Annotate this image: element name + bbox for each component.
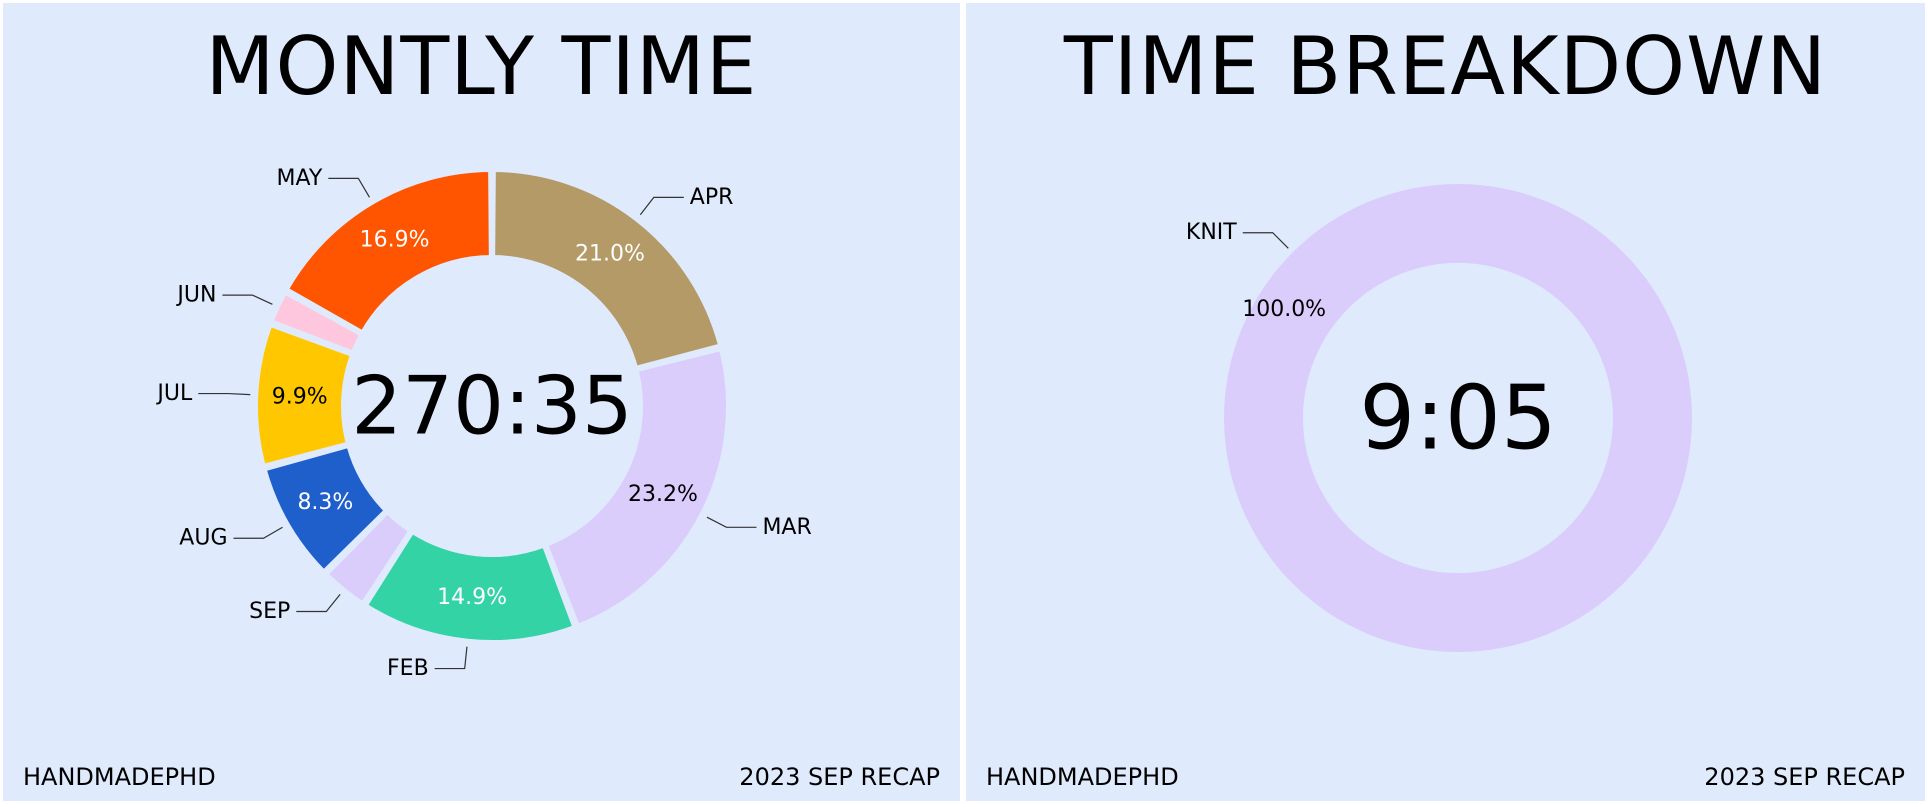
slice-label-jun: JUN bbox=[175, 283, 216, 308]
slice-label-sep: SEP bbox=[249, 599, 290, 624]
slice-label-apr: APR bbox=[690, 185, 734, 210]
donut-slice-may bbox=[284, 167, 493, 336]
donut-slice-sep bbox=[323, 509, 414, 607]
leader-line-aug bbox=[233, 526, 283, 539]
slice-label-knit: KNIT bbox=[1186, 220, 1237, 245]
slice-label-mar: MAR bbox=[762, 515, 811, 540]
slice-label-may: MAY bbox=[277, 166, 323, 191]
monthly-time-title: MONTLY TIME bbox=[205, 20, 758, 113]
donut-slice-jun bbox=[269, 289, 365, 356]
leader-line-jun bbox=[222, 294, 273, 305]
donut-slice-feb bbox=[363, 529, 577, 644]
footer-brand-right: HANDMADEPHD bbox=[986, 763, 1179, 791]
slice-percent-aug: 8.3% bbox=[297, 490, 353, 515]
slice-percent-mar: 23.2% bbox=[628, 482, 698, 507]
time-breakdown-donut-chart: 100.0% KNIT 9:05 bbox=[1186, 184, 1692, 652]
center-total-label: 270:35 bbox=[351, 360, 632, 453]
slice-percent-knit: 100.0% bbox=[1242, 297, 1326, 322]
leader-line-apr bbox=[639, 196, 684, 216]
slice-label-jul: JUL bbox=[155, 381, 193, 406]
donut-slice-apr bbox=[491, 167, 723, 371]
slice-percent-may: 16.9% bbox=[360, 228, 430, 253]
donut-slice-jul bbox=[254, 322, 355, 469]
slice-label-feb: FEB bbox=[387, 656, 429, 681]
footer-recap-left: 2023 SEP RECAP bbox=[739, 763, 940, 791]
donut-slice-mar bbox=[543, 346, 730, 629]
monthly-time-panel: 21.0% APR 23.2% MAR 14.9% FEB SEP 8.3% AUG 9.9% JU… bbox=[3, 3, 960, 801]
time-breakdown-panel: 100.0% KNIT 9:05 TIME BREAKDOWN HANDMADEPH… bbox=[966, 3, 1925, 801]
time-breakdown-title: TIME BREAKDOWN bbox=[1063, 20, 1828, 113]
monthly-time-donut-chart: 21.0% APR 23.2% MAR 14.9% FEB SEP 8.3% AUG 9.9% JU… bbox=[155, 166, 811, 681]
leader-line-jul bbox=[198, 392, 251, 396]
slice-label-aug: AUG bbox=[179, 526, 227, 551]
donut-slice-knit bbox=[1224, 184, 1692, 652]
footer-brand-left: HANDMADEPHD bbox=[23, 763, 216, 791]
leader-line-feb bbox=[434, 646, 468, 670]
leader-line-mar bbox=[706, 516, 757, 528]
leader-line-may bbox=[328, 177, 370, 198]
donut-slice-aug bbox=[262, 443, 389, 575]
slice-percent-apr: 21.0% bbox=[575, 241, 645, 266]
center-total-label: 9:05 bbox=[1359, 367, 1557, 470]
slice-percent-feb: 14.9% bbox=[437, 585, 507, 610]
leader-line-sep bbox=[296, 594, 341, 613]
leader-line-knit bbox=[1242, 232, 1289, 249]
footer-recap-right: 2023 SEP RECAP bbox=[1704, 763, 1905, 791]
slice-percent-jul: 9.9% bbox=[272, 384, 328, 409]
